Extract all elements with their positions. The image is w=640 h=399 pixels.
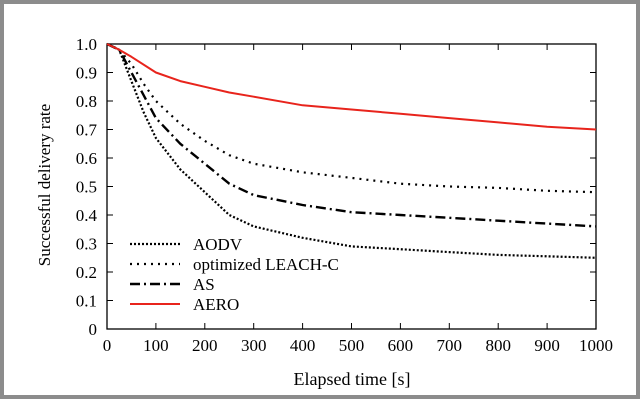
y-axis-label: Successful delivery rate <box>35 104 54 266</box>
y-tick-label: 1.0 <box>76 35 97 54</box>
legend-label-as: AS <box>193 275 215 294</box>
tick-marks <box>106 43 597 330</box>
y-tick-label: 0.5 <box>76 178 97 197</box>
x-tick-label: 900 <box>534 336 560 355</box>
y-tick-label: 0.3 <box>76 235 97 254</box>
x-tick-label: 100 <box>143 336 169 355</box>
plot-area-border <box>106 43 597 330</box>
x-tick-label: 800 <box>485 336 511 355</box>
y-tick-label: 0.8 <box>76 92 97 111</box>
x-tick-label: 200 <box>192 336 218 355</box>
y-tick-label: 0.7 <box>76 121 98 140</box>
y-tick-label: 0.1 <box>76 292 97 311</box>
x-tick-label: 1000 <box>579 336 613 355</box>
x-tick-label: 600 <box>388 336 414 355</box>
axes <box>106 43 597 330</box>
x-tick-label: 500 <box>339 336 365 355</box>
series-line-aodv <box>106 43 597 259</box>
y-tick-label: 0 <box>89 320 98 339</box>
series-line-optimized-leach-c <box>106 43 597 194</box>
series-lines <box>106 42 597 259</box>
y-tick-label: 0.2 <box>76 263 97 282</box>
tick-labels: 0 100 200 300 400 500 600 700 800 900 1000 0 0.1 0.2 0… <box>76 35 613 355</box>
legend-label-aero: AERO <box>193 295 239 314</box>
legend-label-aodv: AODV <box>193 235 243 254</box>
series-line-as <box>106 42 597 228</box>
x-axis-label: Elapsed time [s] <box>294 369 411 389</box>
x-tick-label: 0 <box>103 336 112 355</box>
x-tick-label: 700 <box>437 336 463 355</box>
legend-label-optimized-leach-c: optimized LEACH-C <box>193 255 339 274</box>
y-tick-label: 0.9 <box>76 64 97 83</box>
x-tick-label: 300 <box>241 336 267 355</box>
y-tick-label: 0.4 <box>76 206 98 225</box>
x-tick-label: 400 <box>290 336 316 355</box>
y-tick-label: 0.6 <box>76 149 97 168</box>
series-line-aero <box>106 43 597 131</box>
